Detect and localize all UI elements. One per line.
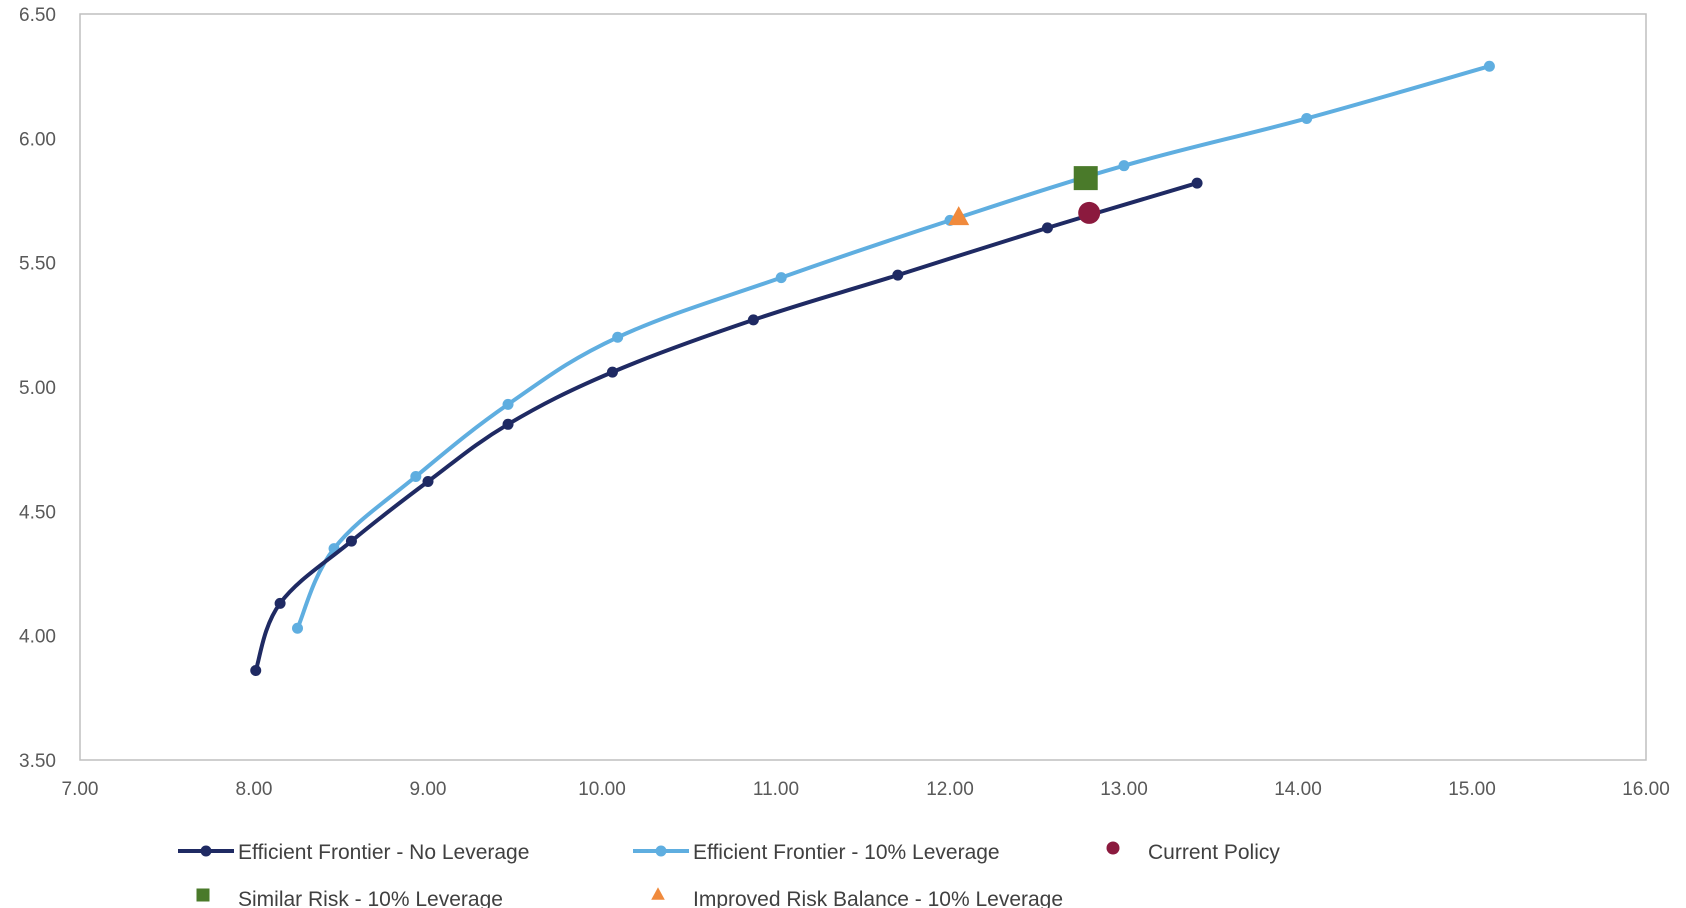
data-point (1483, 60, 1495, 72)
x-tick-label: 10.00 (578, 779, 626, 800)
data-point (502, 418, 514, 430)
legend: Efficient Frontier - No Leverage Efficien… (178, 841, 1280, 908)
legend-label: Current Policy (1148, 841, 1280, 864)
legend-marker (1106, 841, 1120, 855)
data-point (274, 597, 286, 609)
x-tick-label: 11.00 (753, 779, 799, 800)
data-point (422, 475, 434, 487)
x-tick-label: 7.00 (62, 779, 99, 800)
data-point (502, 398, 514, 410)
data-point (292, 622, 303, 634)
legend-item: Current Policy (1106, 841, 1280, 864)
data-point (1118, 160, 1130, 172)
highlight-point (948, 206, 970, 226)
x-axis-ticks: 7.00 8.00 9.00 10.00 11.00 12.00 13.00 14.00 15.… (62, 779, 1670, 800)
legend-marker (655, 845, 667, 857)
x-tick-label: 15.00 (1448, 779, 1496, 800)
legend-label: Improved Risk Balance - 10% Leverage (693, 888, 1063, 908)
series-3 (1073, 166, 1098, 191)
legend-item: Similar Risk - 10% Leverage (196, 888, 503, 908)
data-point (410, 471, 422, 483)
legend-marker (200, 845, 212, 857)
data-point (345, 535, 357, 547)
series-layer (250, 60, 1495, 676)
legend-marker (651, 887, 665, 900)
series-2 (1078, 201, 1101, 224)
legend-marker (196, 888, 210, 902)
y-tick-label: 4.00 (19, 627, 56, 648)
legend-item: Efficient Frontier - 10% Leverage (633, 841, 1000, 864)
x-tick-label: 14.00 (1274, 779, 1322, 800)
data-point (612, 331, 624, 343)
y-axis-ticks: 3.50 4.00 4.50 5.00 5.50 6.00 6.50 (19, 5, 56, 772)
x-tick-label: 16.00 (1622, 779, 1670, 800)
legend-item: Improved Risk Balance - 10% Leverage (651, 887, 1063, 908)
series-4 (948, 206, 970, 226)
plot-area-border (79, 13, 1647, 761)
x-tick-label: 12.00 (926, 779, 974, 800)
y-tick-label: 4.50 (19, 502, 56, 523)
data-point (1301, 112, 1313, 124)
series-line (295, 64, 1492, 631)
legend-label: Efficient Frontier - No Leverage (238, 841, 529, 864)
highlight-point (1078, 201, 1101, 224)
x-tick-label: 9.00 (410, 779, 447, 800)
x-tick-label: 8.00 (236, 779, 273, 800)
y-tick-label: 6.50 (19, 5, 56, 26)
legend-label: Similar Risk - 10% Leverage (238, 888, 503, 908)
y-tick-label: 6.00 (19, 129, 56, 150)
y-tick-label: 5.50 (19, 254, 56, 275)
data-point (606, 366, 618, 378)
x-tick-label: 13.00 (1100, 779, 1148, 800)
y-tick-label: 5.00 (19, 378, 56, 399)
highlight-point (1073, 166, 1098, 191)
data-point (775, 272, 787, 284)
data-point (892, 269, 904, 281)
series-0 (250, 177, 1203, 676)
legend-label: Efficient Frontier - 10% Leverage (693, 841, 1000, 864)
y-tick-label: 3.50 (19, 751, 56, 772)
data-point (1041, 222, 1053, 234)
data-point (747, 314, 759, 326)
legend-item: Efficient Frontier - No Leverage (178, 841, 529, 864)
data-point (1191, 177, 1203, 189)
data-point (250, 664, 262, 676)
